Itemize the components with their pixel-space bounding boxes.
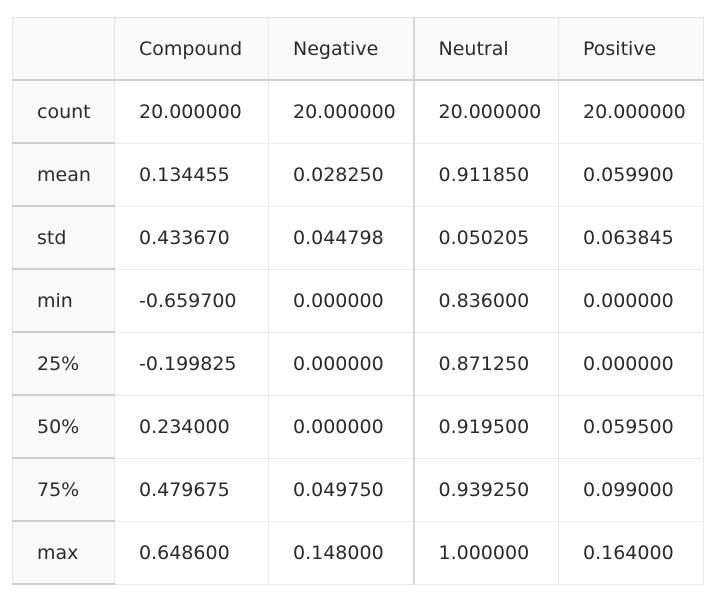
table-cell: 0.836000 bbox=[413, 269, 559, 333]
table-cell: 0.099000 bbox=[558, 458, 704, 522]
row-label: 75% bbox=[12, 458, 115, 522]
table-cell: 20.000000 bbox=[558, 80, 704, 144]
table-row: min -0.659700 0.000000 0.836000 0.000000 bbox=[12, 269, 704, 333]
table-row: max 0.648600 0.148000 1.000000 0.164000 bbox=[12, 521, 704, 585]
column-header-negative: Negative bbox=[268, 17, 415, 81]
table-cell: 20.000000 bbox=[413, 80, 559, 144]
table-cell: 0.000000 bbox=[268, 269, 415, 333]
describe-table-container: Compound Negative Neutral Positive count… bbox=[12, 17, 704, 585]
column-header-positive: Positive bbox=[558, 17, 704, 81]
table-row: 25% -0.199825 0.000000 0.871250 0.000000 bbox=[12, 332, 704, 396]
table-cell: 0.049750 bbox=[268, 458, 415, 522]
table-body: count 20.000000 20.000000 20.000000 20.0… bbox=[12, 80, 704, 585]
row-label: count bbox=[12, 80, 115, 144]
table-row: 50% 0.234000 0.000000 0.919500 0.059500 bbox=[12, 395, 704, 459]
row-label: max bbox=[12, 521, 115, 585]
table-cell: 0.050205 bbox=[413, 206, 559, 270]
row-label: 25% bbox=[12, 332, 115, 396]
table-cell: 20.000000 bbox=[268, 80, 415, 144]
table-cell: 0.063845 bbox=[558, 206, 704, 270]
header-row: Compound Negative Neutral Positive bbox=[12, 17, 704, 81]
describe-table: Compound Negative Neutral Positive count… bbox=[12, 17, 704, 585]
table-row: 75% 0.479675 0.049750 0.939250 0.099000 bbox=[12, 458, 704, 522]
row-label: 50% bbox=[12, 395, 115, 459]
table-cell: 0.911850 bbox=[413, 143, 559, 207]
table-cell: 0.044798 bbox=[268, 206, 415, 270]
table-cell: 0.028250 bbox=[268, 143, 415, 207]
table-header: Compound Negative Neutral Positive bbox=[12, 17, 704, 81]
column-header-compound: Compound bbox=[114, 17, 269, 81]
table-cell: 0.871250 bbox=[413, 332, 559, 396]
table-cell: 0.059500 bbox=[558, 395, 704, 459]
table-cell: 0.148000 bbox=[268, 521, 415, 585]
table-row: mean 0.134455 0.028250 0.911850 0.059900 bbox=[12, 143, 704, 207]
table-cell: 0.479675 bbox=[114, 458, 269, 522]
row-label: min bbox=[12, 269, 115, 333]
table-cell: 0.000000 bbox=[268, 395, 415, 459]
table-row: std 0.433670 0.044798 0.050205 0.063845 bbox=[12, 206, 704, 270]
table-cell: 0.164000 bbox=[558, 521, 704, 585]
table-cell: 0.134455 bbox=[114, 143, 269, 207]
table-cell: 0.234000 bbox=[114, 395, 269, 459]
table-cell: -0.659700 bbox=[114, 269, 269, 333]
table-cell: 0.059900 bbox=[558, 143, 704, 207]
table-cell: 1.000000 bbox=[413, 521, 559, 585]
table-cell: 0.939250 bbox=[413, 458, 559, 522]
row-label: std bbox=[12, 206, 115, 270]
table-cell: 0.919500 bbox=[413, 395, 559, 459]
table-cell: 0.000000 bbox=[268, 332, 415, 396]
table-cell: -0.199825 bbox=[114, 332, 269, 396]
table-row: count 20.000000 20.000000 20.000000 20.0… bbox=[12, 80, 704, 144]
column-header-neutral: Neutral bbox=[413, 17, 559, 81]
table-cell: 0.433670 bbox=[114, 206, 269, 270]
table-cell: 0.648600 bbox=[114, 521, 269, 585]
table-cell: 20.000000 bbox=[114, 80, 269, 144]
table-cell: 0.000000 bbox=[558, 269, 704, 333]
table-cell: 0.000000 bbox=[558, 332, 704, 396]
row-label: mean bbox=[12, 143, 115, 207]
index-header bbox=[12, 17, 115, 81]
